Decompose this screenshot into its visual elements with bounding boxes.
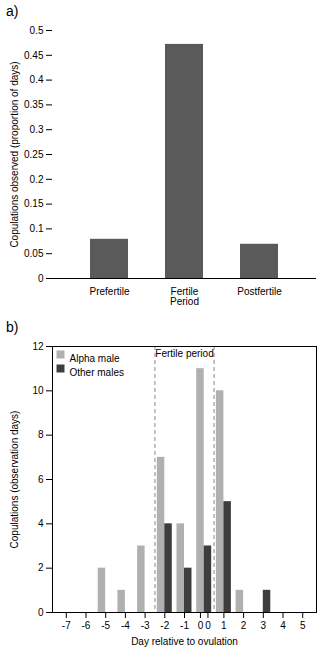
svg-text:0.4: 0.4 xyxy=(30,74,44,85)
svg-text:Alpha male: Alpha male xyxy=(70,353,120,364)
svg-text:0.3: 0.3 xyxy=(30,124,44,135)
svg-text:Fertile period: Fertile period xyxy=(155,348,213,359)
svg-text:-7: -7 xyxy=(62,620,71,631)
svg-text:2: 2 xyxy=(38,562,44,573)
svg-text:0.25: 0.25 xyxy=(24,149,44,160)
svg-text:-4: -4 xyxy=(121,620,130,631)
svg-text:Prefertile: Prefertile xyxy=(89,286,129,297)
svg-text:0: 0 xyxy=(38,607,44,618)
svg-text:-6: -6 xyxy=(82,620,91,631)
svg-text:Other males: Other males xyxy=(70,367,124,378)
svg-text:0.35: 0.35 xyxy=(24,99,44,110)
svg-text:0: 0 xyxy=(205,620,211,631)
svg-text:0.1: 0.1 xyxy=(30,223,44,234)
svg-text:Copulations (observation days): Copulations (observation days) xyxy=(9,411,20,549)
svg-text:0.2: 0.2 xyxy=(30,174,44,185)
svg-text:3: 3 xyxy=(261,620,267,631)
svg-text:0: 0 xyxy=(198,620,204,631)
svg-text:-2: -2 xyxy=(160,620,169,631)
svg-text:-3: -3 xyxy=(141,620,150,631)
svg-text:0.5: 0.5 xyxy=(30,25,44,36)
svg-text:0.15: 0.15 xyxy=(24,198,44,209)
svg-text:Postfertile: Postfertile xyxy=(237,286,282,297)
svg-text:4: 4 xyxy=(38,518,44,529)
svg-text:1: 1 xyxy=(221,620,227,631)
svg-text:Day relative to ovulation: Day relative to ovulation xyxy=(131,636,238,647)
svg-text:0.05: 0.05 xyxy=(24,248,44,259)
svg-text:5: 5 xyxy=(300,620,306,631)
svg-text:2: 2 xyxy=(241,620,247,631)
svg-text:12: 12 xyxy=(32,341,44,352)
svg-text:0.45: 0.45 xyxy=(24,50,44,61)
html-text:a): a) xyxy=(6,3,19,19)
svg-text:10: 10 xyxy=(32,385,44,396)
svg-text:-5: -5 xyxy=(101,620,110,631)
html-text:b): b) xyxy=(6,319,19,335)
svg-text:4: 4 xyxy=(280,620,286,631)
svg-text:8: 8 xyxy=(38,429,44,440)
svg-text:FertilePeriod: FertilePeriod xyxy=(170,286,199,307)
svg-text:0: 0 xyxy=(38,273,44,284)
svg-text:6: 6 xyxy=(38,474,44,485)
svg-text:Copulations observed (proporti: Copulations observed (proportion of days… xyxy=(9,61,20,247)
svg-text:-1: -1 xyxy=(180,620,189,631)
